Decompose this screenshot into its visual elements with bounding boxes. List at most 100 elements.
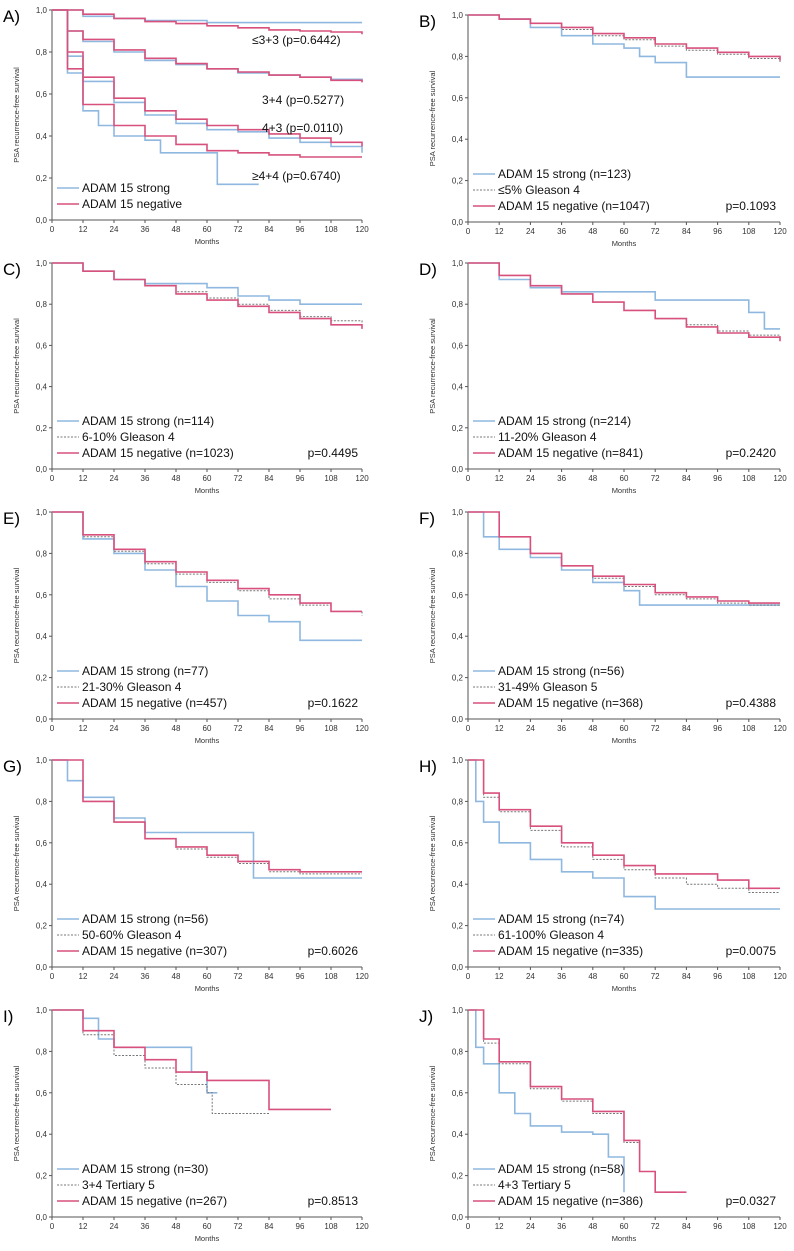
series-negative-line — [468, 14, 781, 61]
x-tick-label: 108 — [324, 1222, 338, 1231]
y-axis-title: PSA recurrence-free survival — [12, 815, 21, 911]
y-tick-label: 0,4 — [452, 135, 464, 144]
y-tick-label: 1,0 — [452, 508, 464, 517]
x-tick-label: 120 — [773, 474, 787, 483]
legend-label: ADAM 15 strong (n=77) — [82, 664, 208, 678]
y-axis-title: PSA recurrence-free survival — [12, 567, 21, 663]
series-reference-line — [52, 759, 362, 875]
x-tick-label: 36 — [557, 227, 566, 236]
series-reference-line — [468, 511, 780, 606]
x-tick-label: 120 — [773, 724, 787, 733]
p-value-label: p=0.6026 — [308, 944, 359, 958]
x-tick-label: 60 — [203, 724, 212, 733]
x-tick-label: 12 — [79, 724, 88, 733]
series-negative-line — [468, 1009, 687, 1193]
x-tick-label: 48 — [588, 474, 597, 483]
y-tick-label: 0,4 — [452, 632, 464, 641]
y-tick-label: 0,6 — [36, 839, 48, 848]
legend-label: ADAM 15 negative (n=307) — [82, 944, 227, 958]
x-tick-label: 12 — [79, 225, 88, 234]
x-tick-label: 72 — [234, 972, 243, 981]
x-tick-label: 48 — [172, 474, 181, 483]
y-tick-label: 0,2 — [36, 174, 48, 183]
x-tick-label: 24 — [110, 474, 119, 483]
panel-g: G) 0,0 0,2 0,4 0,6 0,8 1,0 0 12 24 36 48 60 72 84 96 108… — [3, 756, 369, 993]
x-tick-label: 84 — [265, 225, 274, 234]
legend-label: ADAM 15 strong (n=123) — [498, 167, 631, 181]
x-tick-label: 24 — [110, 972, 119, 981]
legend-label: 61-100% Gleason 4 — [498, 928, 604, 942]
x-tick-label: 108 — [742, 972, 756, 981]
legend-label: ADAM 15 negative (n=1047) — [498, 199, 650, 213]
x-axis-title: Months — [612, 984, 637, 993]
x-tick-label: 96 — [713, 227, 722, 236]
series-strong-line — [52, 9, 362, 24]
panel-label: E) — [3, 509, 20, 528]
y-tick-label: 0,6 — [452, 1089, 464, 1098]
group-annotation: 4+3 (p=0.0110) — [262, 121, 343, 135]
series-reference-line — [468, 1009, 687, 1193]
y-tick-label: 0,4 — [36, 1130, 48, 1139]
series-negative-line — [52, 511, 362, 613]
x-tick-label: 84 — [265, 474, 274, 483]
y-tick-label: 0,2 — [452, 1172, 464, 1181]
legend-label: ADAM 15 negative (n=335) — [498, 944, 643, 958]
y-tick-label: 0,4 — [36, 132, 48, 141]
y-tick-label: 0,2 — [36, 922, 48, 931]
x-tick-label: 36 — [141, 225, 150, 234]
x-tick-label: 72 — [651, 972, 660, 981]
x-tick-label: 108 — [742, 724, 756, 733]
y-tick-label: 0,6 — [36, 1089, 48, 1098]
series-strong-line — [468, 511, 780, 606]
x-tick-label: 108 — [742, 1222, 756, 1231]
legend-label: ≤5% Gleason 4 — [498, 183, 580, 197]
y-tick-label: 1,0 — [36, 756, 48, 765]
x-tick-label: 24 — [526, 724, 535, 733]
panel-f: F) 0,0 0,2 0,4 0,6 0,8 1,0 0 12 24 36 48 60 72 84 96 108… — [419, 508, 787, 745]
x-tick-label: 84 — [265, 972, 274, 981]
x-tick-label: 36 — [141, 1222, 150, 1231]
legend-label: ADAM 15 strong (n=56) — [82, 912, 208, 926]
x-tick-label: 84 — [682, 724, 691, 733]
x-tick-label: 96 — [296, 225, 305, 234]
x-tick-label: 0 — [50, 1222, 55, 1231]
x-tick-label: 0 — [466, 972, 471, 981]
panel-h: H) 0,0 0,2 0,4 0,6 0,8 1,0 0 12 24 36 48 60 72 84 96 108… — [419, 756, 787, 993]
y-axis-title: PSA recurrence-free survival — [12, 1065, 21, 1161]
series-negative-line — [52, 759, 362, 873]
x-tick-label: 96 — [713, 972, 722, 981]
y-tick-label: 0,6 — [36, 341, 48, 350]
y-axis-title: PSA recurrence-free survival — [428, 318, 437, 414]
x-tick-label: 48 — [172, 724, 181, 733]
series-negative-line — [468, 262, 781, 342]
x-tick-label: 120 — [355, 225, 369, 234]
y-tick-label: 1,0 — [452, 11, 464, 20]
x-tick-label: 0 — [50, 724, 55, 733]
panel-a: A) 0,0 0,2 0,4 0,6 0,8 1,0 0 12 24 36 48 60 72 84 96 108… — [3, 6, 369, 246]
panel-label: F) — [419, 509, 435, 528]
panel-label: D) — [419, 260, 437, 279]
group-annotation: ≤3+3 (p=0.6442) — [252, 33, 341, 47]
series-negative-line — [52, 9, 363, 83]
x-tick-label: 0 — [50, 972, 55, 981]
x-tick-label: 84 — [682, 1222, 691, 1231]
x-tick-label: 108 — [324, 724, 338, 733]
x-tick-label: 96 — [296, 1222, 305, 1231]
x-tick-label: 48 — [172, 1222, 181, 1231]
y-tick-label: 0,0 — [36, 963, 48, 972]
x-tick-label: 96 — [713, 474, 722, 483]
y-tick-label: 0,4 — [452, 1130, 464, 1139]
p-value-label: p=0.1093 — [726, 199, 777, 213]
x-tick-label: 24 — [110, 225, 119, 234]
series-reference-line — [468, 262, 781, 340]
y-axis-title: PSA recurrence-free survival — [428, 1065, 437, 1161]
series-negative-line — [468, 759, 780, 890]
panel-label: B) — [419, 12, 436, 31]
x-tick-label: 36 — [557, 1222, 566, 1231]
y-tick-label: 0,0 — [452, 465, 464, 474]
legend-label: ADAM 15 strong (n=58) — [498, 1162, 624, 1176]
y-tick-label: 0,4 — [36, 632, 48, 641]
x-tick-label: 48 — [588, 227, 597, 236]
x-tick-label: 0 — [466, 1222, 471, 1231]
panel-label: A) — [3, 7, 20, 26]
